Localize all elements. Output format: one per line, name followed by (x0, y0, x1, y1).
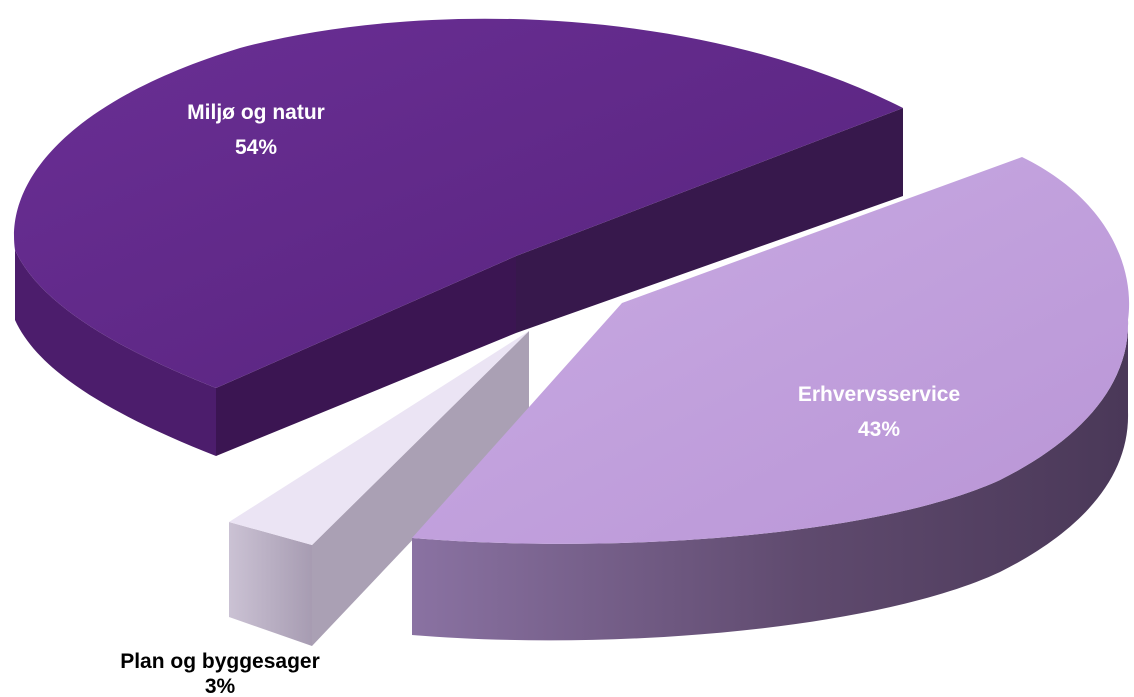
slice-erhvervsservice-top (412, 157, 1130, 544)
slice-plan-og-byggesager-cut-face (312, 331, 529, 646)
slice-plan-og-byggesager-value: 3% (205, 675, 236, 697)
slice-miljo-og-natur-top (14, 18, 903, 388)
slice-plan-og-byggesager-label: Plan og byggesager (120, 650, 320, 673)
slice-erhvervsservice-label: Erhvervsservice (798, 383, 960, 406)
slice-miljo-og-natur: Miljø og natur 54% (14, 18, 903, 456)
slice-miljo-og-natur-label: Miljø og natur (187, 101, 325, 124)
slice-miljo-og-natur-value: 54% (235, 136, 277, 159)
slice-erhvervsservice: Erhvervsservice 43% (412, 157, 1130, 641)
slice-plan-og-byggesager-front-side (229, 522, 312, 646)
slice-miljo-og-natur-outer-side (15, 250, 216, 456)
slice-erhvervsservice-value: 43% (858, 418, 900, 441)
slice-miljo-og-natur-cut-face-back (516, 108, 903, 333)
slice-erhvervsservice-outer-side (412, 320, 1129, 641)
slice-plan-og-byggesager-top (229, 331, 529, 545)
slice-plan-og-byggesager: Plan og byggesager 3% (120, 331, 529, 697)
slice-miljo-og-natur-cut-face-front (216, 256, 516, 456)
